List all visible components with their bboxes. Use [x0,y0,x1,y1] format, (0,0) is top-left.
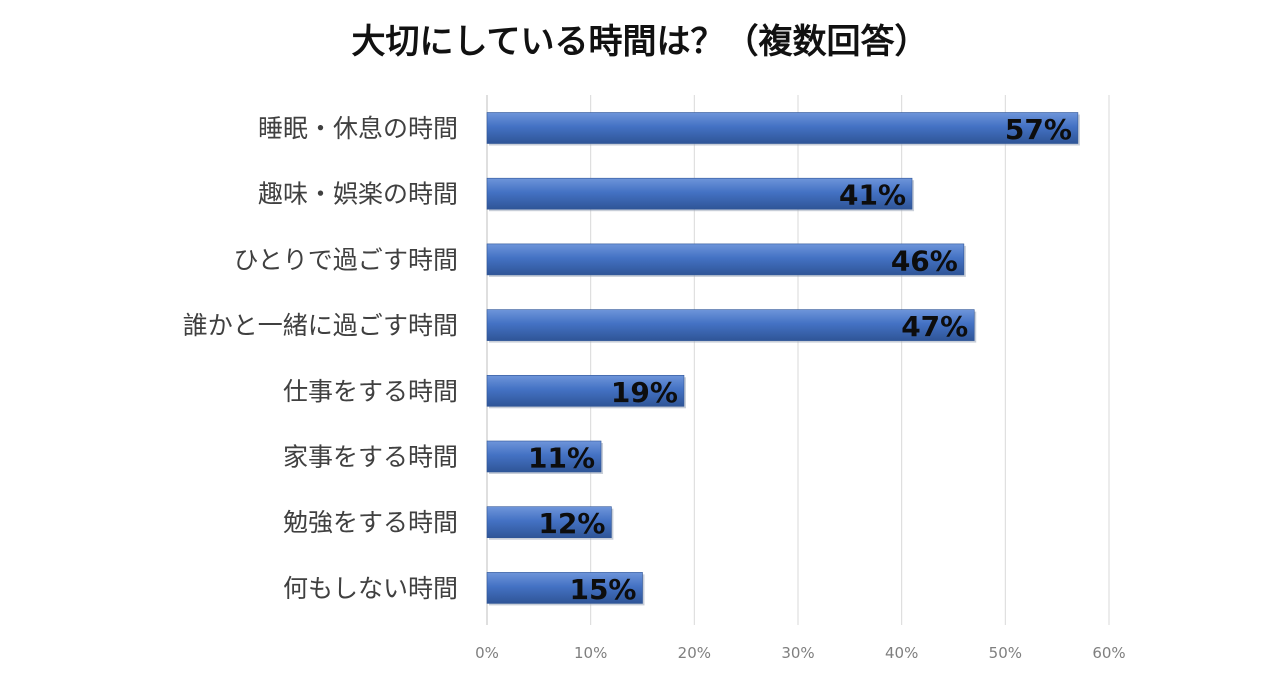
category-label: 家事をする時間 [283,443,458,472]
x-tick-label: 30% [781,644,814,662]
data-label: 41% [839,179,906,212]
x-tick-label: 0% [475,644,499,662]
x-tick-label: 40% [885,644,918,662]
bars [486,112,1080,606]
bar [486,506,612,539]
category-label: ひとりで過ごす時間 [233,245,458,274]
bar [486,177,913,210]
bar [486,440,602,473]
category-label: 趣味・娯楽の時間 [258,180,458,209]
category-label: 仕事をする時間 [283,377,458,406]
bar [486,572,643,604]
bar [486,112,1079,144]
x-tick-label: 50% [989,644,1022,662]
data-label: 19% [611,376,678,409]
x-tick-label: 60% [1092,644,1125,662]
x-axis-ticks: 0% 10% 20% 30% 40% 50% 60% [475,644,1126,662]
category-label: 勉強をする時間 [283,508,458,537]
data-label: 57% [1005,113,1072,146]
data-label: 11% [528,442,595,475]
bar [486,374,685,407]
x-tick-label: 10% [574,644,607,662]
chart-title: 大切にしている時間は？（複数回答） [351,22,929,62]
category-label: 何もしない時間 [283,574,458,603]
category-labels: 睡眠・休息の時間趣味・娯楽の時間ひとりで過ごす時間誰かと一緒に過ごす時間仕事をす… [183,114,458,603]
bar [486,309,975,341]
category-label: 誰かと一緒に過ごす時間 [183,311,458,340]
data-labels: 57% 41% 46% 47% 19% 11% 12% 15% [528,113,1072,606]
x-tick-label: 20% [678,644,711,662]
bar [486,243,965,276]
data-label: 15% [569,573,636,606]
category-label: 睡眠・休息の時間 [258,114,458,143]
data-label: 47% [901,310,968,343]
gridlines [486,95,1110,625]
data-label: 46% [891,244,958,277]
data-label: 12% [538,507,605,540]
